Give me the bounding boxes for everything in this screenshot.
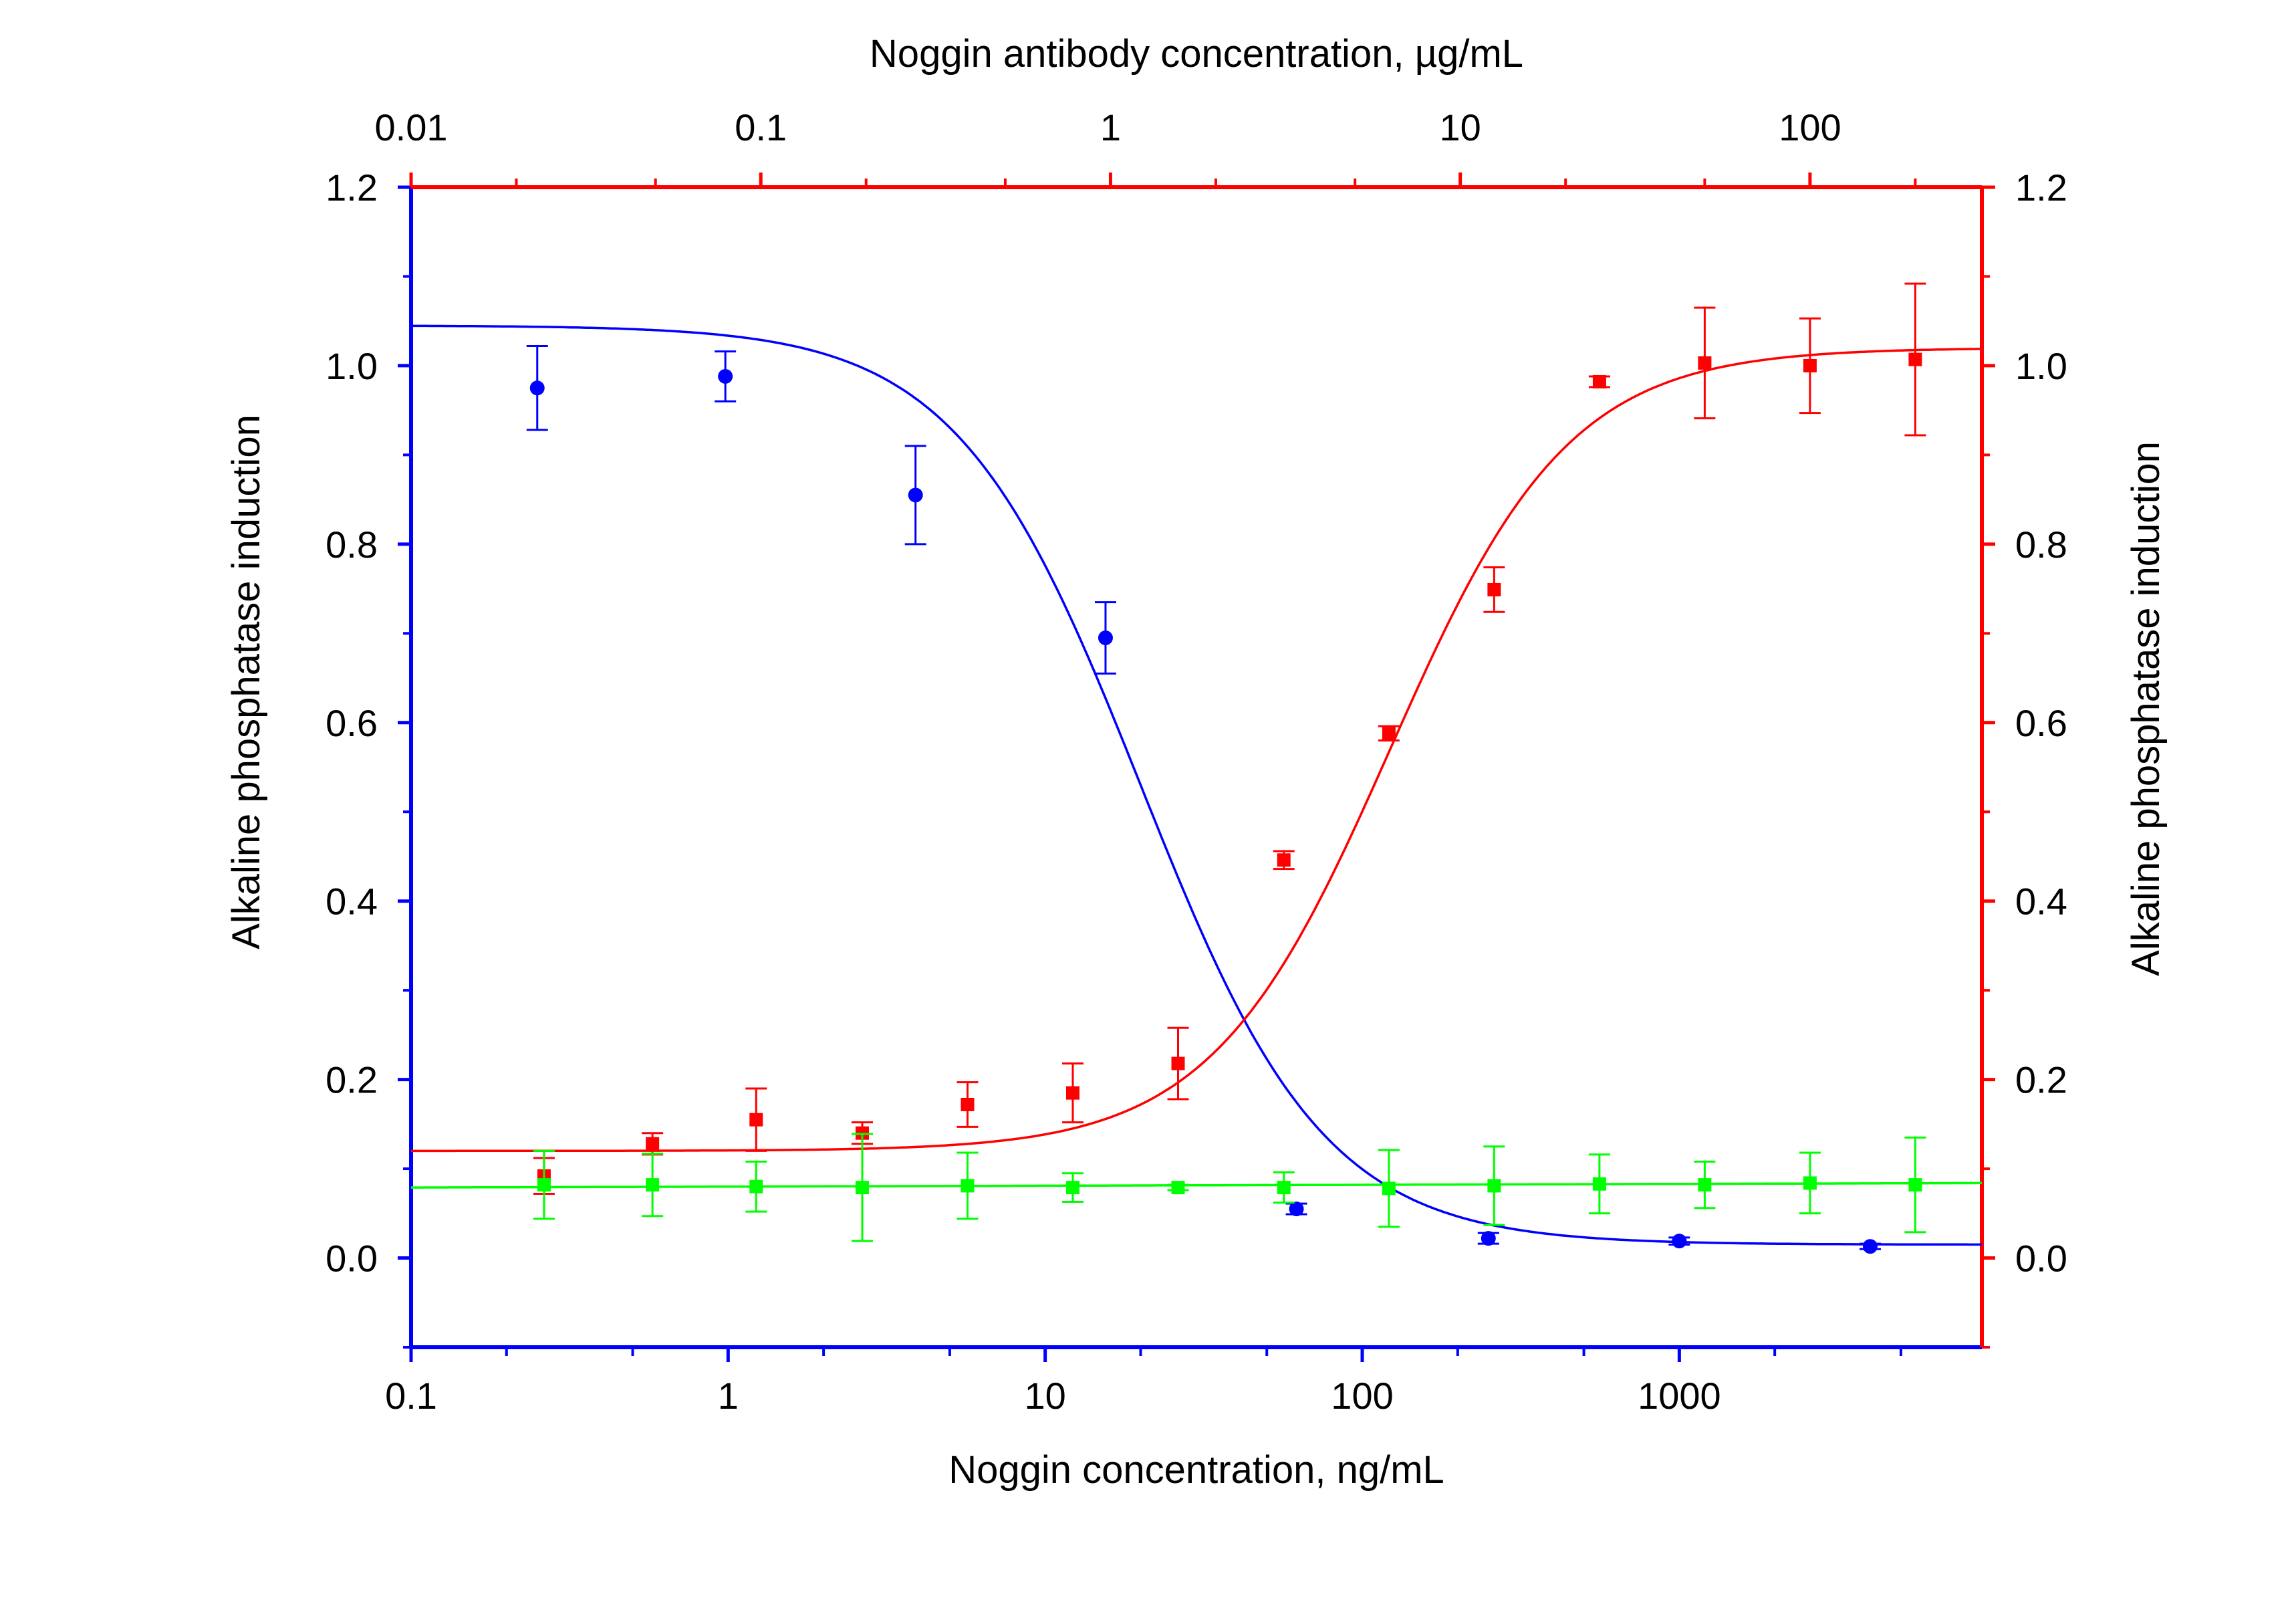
data-point-series-2: [1171, 1181, 1185, 1195]
y-left-tick-label: 0.8: [326, 524, 378, 566]
x-bottom-tick-label: 1: [718, 1375, 739, 1417]
y-left-tick-label: 0.2: [326, 1059, 378, 1101]
data-point-series-1: [1065, 1086, 1079, 1100]
data-point-series-2: [1487, 1179, 1501, 1193]
y-right-tick-label: 0.6: [2015, 702, 2067, 744]
data-point-series-1: [1277, 853, 1291, 867]
data-point-series-0: [1481, 1231, 1496, 1246]
x-bottom-tick-label: 100: [1331, 1375, 1393, 1417]
y-left-tick-label: 0.4: [326, 881, 378, 923]
data-point-series-2: [1382, 1181, 1396, 1195]
y-left-axis-title: Alkaline phosphatase induction: [225, 415, 268, 949]
data-point-series-2: [961, 1179, 975, 1193]
data-point-series-0: [529, 380, 545, 396]
y-left-tick-label: 0.0: [326, 1238, 378, 1280]
data-point-series-0: [718, 368, 733, 384]
x-bottom-tick-label: 10: [1025, 1375, 1066, 1417]
data-point-series-1: [1487, 582, 1501, 596]
data-point-series-1: [961, 1097, 975, 1111]
data-points: [526, 282, 1926, 1254]
x-top-tick-label: 0.01: [375, 106, 448, 148]
y-right-tick-label: 0.2: [2015, 1059, 2067, 1101]
x-top-axis-title: Noggin antibody concentration, µg/mL: [870, 32, 1523, 76]
data-point-series-1: [646, 1137, 660, 1151]
data-point-series-0: [1289, 1201, 1304, 1217]
axes: 0.0 0.0 0.2 0.2 0.4 0.4 0.6 0.6 0.8 0.8 1.0 1.0 1.2 1…: [326, 106, 2067, 1417]
data-point-series-2: [1803, 1176, 1817, 1190]
data-point-series-1: [1592, 374, 1606, 388]
x-top-tick-label: 10: [1440, 106, 1481, 148]
data-point-series-0: [1672, 1234, 1687, 1249]
data-point-series-2: [1592, 1177, 1606, 1191]
fit-curve-series-2: [411, 1181, 1982, 1189]
data-point-series-2: [855, 1181, 869, 1195]
x-top-tick-label: 100: [1779, 106, 1841, 148]
y-right-tick-label: 1.0: [2015, 345, 2067, 387]
data-point-series-1: [1698, 356, 1712, 370]
fit-curves: [411, 324, 1983, 1246]
y-left-tick-label: 1.0: [326, 345, 378, 387]
y-right-tick-label: 0.4: [2015, 881, 2067, 923]
data-point-series-0: [908, 487, 923, 503]
data-point-series-1: [1171, 1056, 1185, 1070]
data-point-series-2: [1065, 1181, 1079, 1195]
y-right-tick-label: 1.2: [2015, 166, 2067, 209]
x-bottom-tick-label: 0.1: [385, 1375, 437, 1417]
data-point-series-1: [749, 1113, 763, 1127]
data-point-series-2: [537, 1178, 551, 1192]
data-point-series-1: [1382, 726, 1396, 740]
y-right-axis-title: Alkaline phosphatase induction: [2124, 441, 2168, 976]
y-left-tick-label: 1.2: [326, 166, 378, 209]
data-point-series-1: [1908, 352, 1922, 366]
data-point-series-0: [1098, 630, 1113, 645]
y-right-tick-label: 0.0: [2015, 1238, 2067, 1280]
data-point-series-2: [646, 1178, 660, 1192]
x-top-tick-label: 0.1: [735, 106, 787, 148]
x-bottom-axis-title: Noggin concentration, ng/mL: [948, 1448, 1444, 1492]
fit-curve-series-0: [411, 324, 1982, 1246]
fit-curve-series-1: [411, 348, 1983, 1153]
x-bottom-tick-label: 1000: [1638, 1375, 1721, 1417]
data-point-series-2: [749, 1179, 763, 1193]
data-point-series-2: [1277, 1181, 1291, 1195]
y-right-tick-label: 0.8: [2015, 524, 2067, 566]
y-left-tick-label: 0.6: [326, 702, 378, 744]
data-point-series-2: [1698, 1178, 1712, 1192]
data-point-series-2: [1908, 1178, 1922, 1192]
data-point-series-1: [1803, 358, 1817, 372]
data-point-series-0: [1862, 1239, 1878, 1254]
x-top-tick-label: 1: [1100, 106, 1121, 148]
